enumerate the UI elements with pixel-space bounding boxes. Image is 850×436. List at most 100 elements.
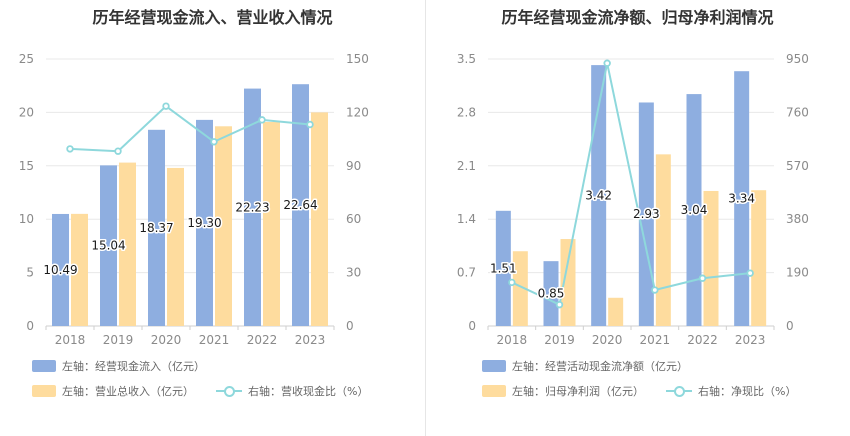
left-chart: 0 0 5 30 10 60 15 90 20 120 25 150 2018 2019 2020 2021 2… — [19, 52, 369, 347]
data-label: 10.49 — [43, 263, 77, 277]
data-label: 1.51 — [490, 261, 517, 275]
data-label: 22.64 — [283, 198, 317, 212]
bar-series1 — [734, 71, 750, 326]
data-label: 3.34 — [728, 192, 755, 206]
legend-bar1-label: 左轴：经营活动现金流净额（亿元） — [512, 360, 688, 373]
bar-series2 — [751, 190, 767, 326]
left-axis-tick: 1.4 — [457, 212, 476, 226]
x-axis-tick: 2018 — [55, 333, 86, 347]
line-point — [651, 286, 659, 294]
right-axis-tick: 760 — [786, 105, 809, 119]
line-point — [555, 300, 564, 309]
x-axis-tick: 2018 — [497, 333, 528, 347]
bar-series2 — [71, 213, 88, 326]
x-axis-tick: 2019 — [544, 333, 575, 347]
x-axis-tick: 2020 — [151, 333, 182, 347]
legend-line-swatch — [666, 385, 692, 397]
data-label: 3.42 — [585, 189, 612, 203]
chart-title: 历年经营现金流入、营业收入情况 — [92, 8, 333, 27]
bar-series2 — [560, 239, 576, 326]
right-axis-tick: 570 — [786, 159, 809, 173]
x-axis-tick: 2022 — [687, 333, 718, 347]
line-point — [603, 59, 611, 67]
bar-series2 — [263, 122, 280, 327]
right-chart: 0 0 0.7 190 1.4 380 2.1 570 2.8 760 3.5 950 2018 2019… — [457, 52, 809, 347]
legend-line-label: 右轴：营收现金比（%） — [248, 385, 369, 398]
right-axis-tick: 90 — [346, 159, 361, 173]
bar-series1 — [196, 119, 213, 326]
bar-series1 — [686, 94, 702, 326]
legend-row-1: 左轴：经营活动现金流净额（亿元） — [482, 358, 710, 374]
bar-series2 — [512, 251, 528, 326]
x-axis-tick: 2023 — [295, 333, 326, 347]
left-axis-tick: 3.5 — [457, 52, 476, 66]
bar-series2 — [655, 154, 671, 326]
left-chart-panel: 历年经营现金流入、营业收入情况 0 0 5 30 10 60 15 90 20 120 25 150 2… — [19, 8, 390, 399]
right-axis-tick: 0 — [346, 319, 354, 333]
x-axis-tick: 2021 — [640, 333, 671, 347]
data-label: 0.85 — [538, 287, 565, 301]
line-point — [508, 278, 516, 287]
line-point — [306, 120, 314, 129]
left-axis-tick: 2.8 — [457, 105, 476, 119]
data-label: 3.04 — [681, 203, 708, 217]
legend-line[interactable]: 右轴：营收现金比（%） — [216, 383, 368, 399]
left-axis-tick: 0 — [26, 319, 34, 333]
right-axis-tick: 120 — [346, 105, 369, 119]
legend-bar1-label: 左轴：经营现金流入（亿元） — [62, 360, 205, 373]
x-axis-tick: 2022 — [247, 333, 278, 347]
data-label: 2.93 — [633, 207, 660, 221]
bar-series2 — [119, 162, 136, 326]
bar-series1 — [100, 165, 117, 326]
bar-series1 — [292, 84, 309, 326]
left-axis-tick: 20 — [19, 105, 34, 119]
legend-bar2-label: 左轴：营业总收入（亿元） — [62, 385, 194, 398]
legend-bar2-swatch — [482, 385, 506, 397]
line-point — [746, 269, 754, 277]
legend-bar2[interactable]: 左轴：营业总收入（亿元） — [32, 383, 194, 399]
x-axis-tick: 2021 — [199, 333, 230, 347]
bar-series1 — [148, 129, 165, 326]
legend-bar2-swatch — [32, 385, 56, 397]
line-point — [258, 116, 266, 124]
legend-bar1[interactable]: 左轴：经营现金流入（亿元） — [32, 358, 205, 374]
legend-line-swatch — [216, 385, 242, 397]
legend-row-2: 左轴：营业总收入（亿元） 右轴：营收现金比（%） — [32, 383, 390, 399]
legend-bar1[interactable]: 左轴：经营活动现金流净额（亿元） — [482, 358, 688, 374]
data-label: 19.30 — [187, 216, 221, 230]
right-axis-tick: 30 — [346, 266, 361, 280]
left-axis-tick: 25 — [19, 52, 34, 66]
data-label: 22.23 — [235, 200, 269, 214]
legend-bar1-swatch — [482, 360, 506, 372]
bar-series1 — [495, 210, 511, 326]
legend-line-label: 右轴：净现比（%） — [698, 385, 797, 398]
line-point — [698, 274, 707, 282]
left-axis-tick: 10 — [19, 212, 34, 226]
left-axis-tick: 15 — [19, 159, 34, 173]
legend-bar2-label: 左轴：归母净利润（亿元） — [512, 385, 644, 398]
bar-series1 — [52, 213, 69, 326]
legend-bar1-swatch — [32, 360, 56, 372]
legend-bar2[interactable]: 左轴：归母净利润（亿元） — [482, 383, 644, 399]
line-series — [69, 104, 311, 153]
left-axis-tick: 5 — [26, 266, 34, 280]
line-point — [66, 145, 74, 153]
x-axis-tick: 2023 — [735, 333, 766, 347]
line-point — [114, 147, 122, 155]
right-axis-tick: 60 — [346, 212, 361, 226]
data-label: 18.37 — [139, 221, 173, 235]
legend-line[interactable]: 右轴：净现比（%） — [666, 383, 796, 399]
bar-series2 — [167, 167, 184, 326]
left-axis-tick: 0.7 — [457, 266, 476, 280]
data-label: 15.04 — [91, 239, 125, 253]
right-axis-tick: 150 — [346, 52, 369, 66]
line-point — [210, 138, 218, 146]
x-axis-tick: 2020 — [592, 333, 623, 347]
right-axis-tick: 190 — [786, 266, 809, 280]
right-axis-tick: 0 — [786, 319, 794, 333]
right-axis-tick: 380 — [786, 212, 809, 226]
legend-row-2: 左轴：归母净利润（亿元） 右轴：净现比（%） — [482, 383, 818, 399]
bar-series2 — [703, 190, 719, 326]
bar-series2 — [215, 126, 232, 326]
bar-series1 — [244, 88, 261, 326]
